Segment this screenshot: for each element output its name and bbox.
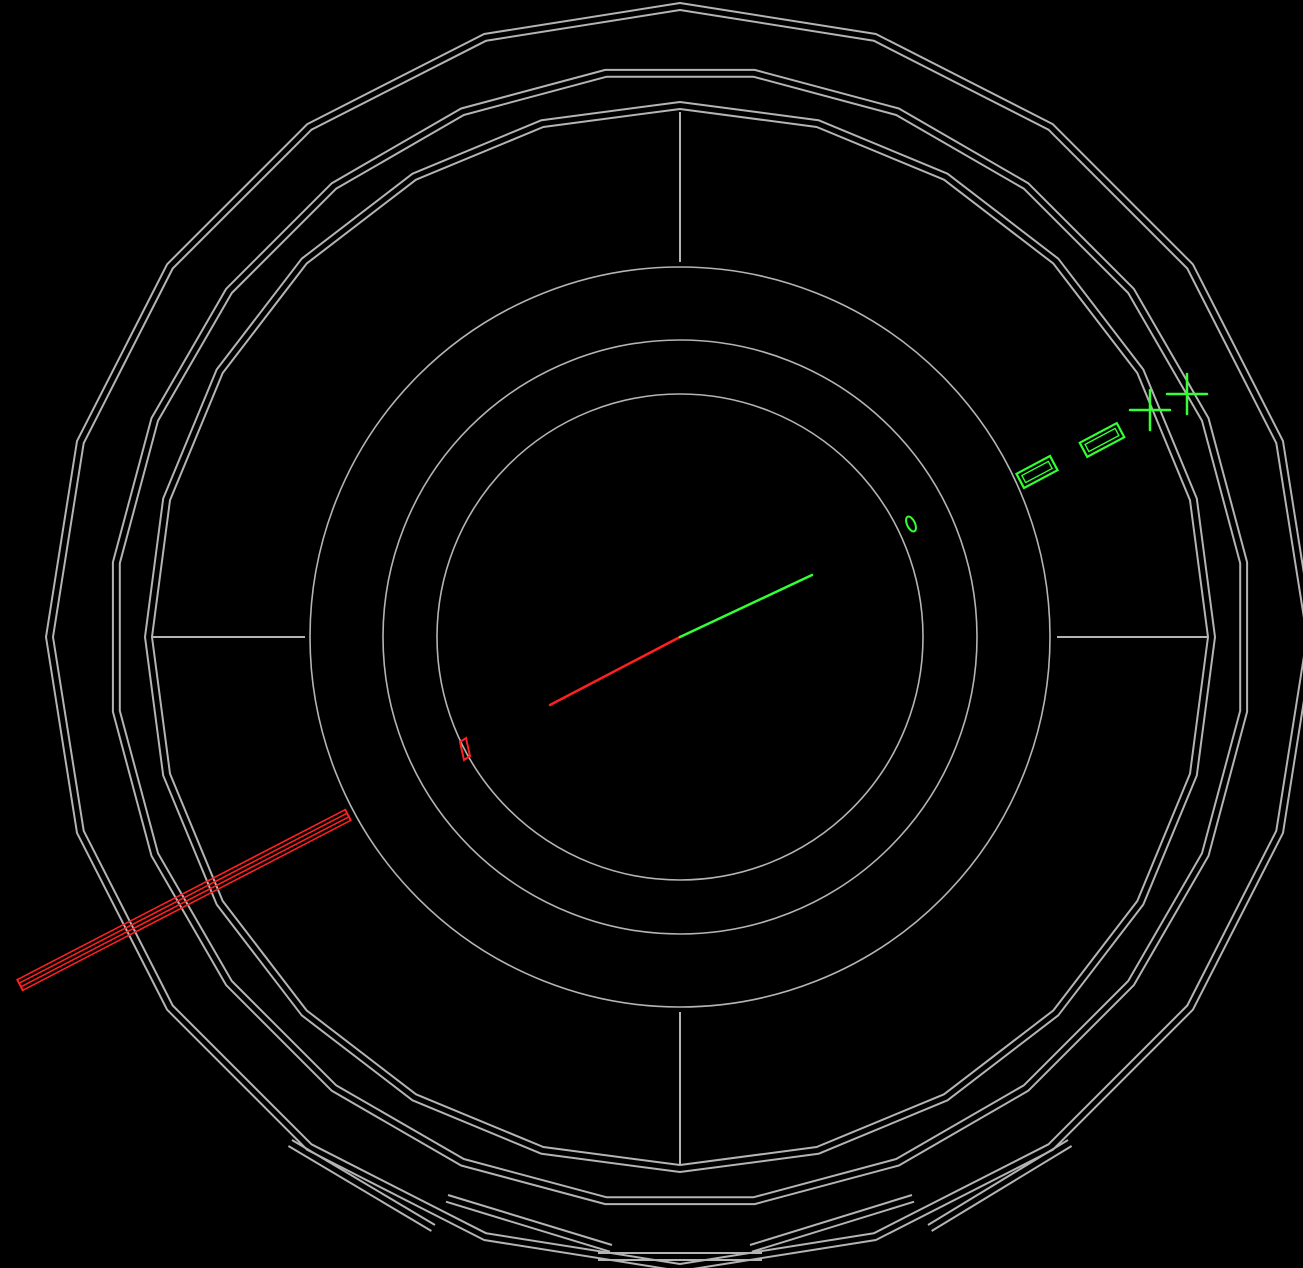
- foot-left-inner-a: [447, 1194, 613, 1246]
- red-inner-track: [548, 635, 682, 707]
- foot-right-inner-b: [751, 1200, 915, 1253]
- red-calo-deposit-line-1: [20, 815, 350, 988]
- outer-layer-1: [52, 9, 1303, 1265]
- red-calo-deposit-line-0: [21, 819, 352, 992]
- red-tracker-hit: [458, 736, 472, 762]
- solenoid-inner-circle: [382, 339, 978, 935]
- red-calo-deposit-line-3: [16, 808, 347, 981]
- foot-right-outer-a: [927, 1139, 1069, 1226]
- outer-layer-2: [45, 2, 1303, 1268]
- green-muon-chamber-2: [1078, 421, 1126, 459]
- foot-left-outer-a: [291, 1139, 436, 1226]
- red-calo-deposit-line-2: [18, 812, 348, 985]
- green-tracker-hit: [905, 515, 917, 533]
- yoke-layer-1: [151, 108, 1209, 1166]
- green-muon-chamber-2-inner: [1084, 427, 1120, 453]
- green-inner-track: [678, 573, 814, 639]
- detector-geometry: [45, 2, 1303, 1268]
- yoke-layer-3: [118, 75, 1242, 1199]
- foot-right-inner-a: [749, 1194, 913, 1246]
- yoke-layer-4: [111, 68, 1249, 1206]
- red-calo-deposit-cap-end: [16, 978, 24, 992]
- solenoid-outer-circle: [309, 266, 1051, 1008]
- green-muon-chamber-1: [1014, 454, 1060, 490]
- inner-tracker-circle: [436, 393, 924, 881]
- green-muon-chamber-2-outline: [1078, 421, 1126, 459]
- yoke-layer-2: [144, 101, 1216, 1173]
- event-tracks: [16, 372, 1209, 992]
- green-muon-chamber-1-inner: [1020, 460, 1054, 484]
- foot-right-outer-b: [931, 1145, 1073, 1232]
- green-muon-chamber-1-outline: [1014, 454, 1060, 490]
- foot-left-outer-b: [287, 1145, 432, 1232]
- red-calo-deposit-cap-start: [344, 808, 352, 822]
- foot-left-inner-b: [445, 1200, 611, 1253]
